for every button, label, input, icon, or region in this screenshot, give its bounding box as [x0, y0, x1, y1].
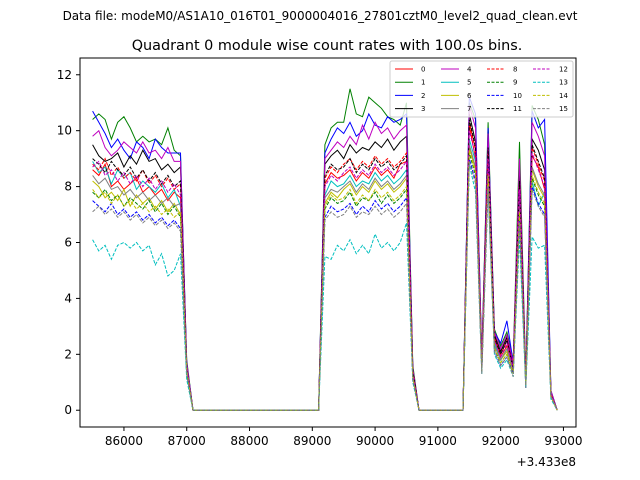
- legend-label-3: 3: [421, 105, 425, 113]
- chart-title: Quadrant 0 module wise count rates with …: [132, 38, 523, 54]
- legend-label-14: 14: [559, 92, 568, 100]
- y-tick-label: 8: [64, 180, 72, 194]
- y-tick-label: 4: [64, 291, 72, 305]
- legend-label-7: 7: [467, 105, 471, 113]
- legend-label-12: 12: [559, 66, 568, 74]
- series-line-14: [92, 150, 558, 411]
- x-tick-label: 92000: [482, 434, 520, 448]
- legend-label-6: 6: [467, 92, 472, 100]
- y-tick-label: 2: [64, 347, 72, 361]
- x-tick-label: 90000: [356, 434, 394, 448]
- y-tick-label: 6: [64, 236, 72, 250]
- legend-label-5: 5: [467, 79, 471, 87]
- legend-label-9: 9: [513, 79, 517, 87]
- x-tick-label: 93000: [544, 434, 582, 448]
- y-tick-label: 10: [57, 124, 72, 138]
- x-tick-label: 91000: [419, 434, 457, 448]
- legend-label-8: 8: [513, 66, 517, 74]
- y-tick-label: 12: [57, 68, 72, 82]
- legend-label-11: 11: [513, 105, 522, 113]
- x-tick-label: 86000: [105, 434, 143, 448]
- legend-label-0: 0: [421, 66, 425, 74]
- legend-box: [389, 60, 574, 118]
- legend-label-15: 15: [559, 105, 568, 113]
- legend-label-4: 4: [467, 66, 472, 74]
- figure-suptitle: Data file: modeM0/AS1A10_016T01_90000040…: [63, 9, 578, 23]
- legend-label-13: 13: [559, 79, 568, 87]
- series-line-15: [92, 161, 558, 411]
- x-tick-label: 87000: [168, 434, 206, 448]
- legend-label-1: 1: [421, 79, 425, 87]
- y-axis: 0 2 4 6 8 10 12: [57, 68, 80, 417]
- y-tick-label: 0: [64, 403, 72, 417]
- legend-label-10: 10: [513, 92, 522, 100]
- legend-label-2: 2: [421, 92, 425, 100]
- plot-series-group: [92, 88, 558, 411]
- x-axis: 86000 87000 88000 89000 90000 91000 92000 93000: [105, 427, 583, 448]
- series-line-8: [92, 122, 558, 411]
- x-axis-offset-label: +3.433e8: [517, 455, 576, 469]
- x-tick-label: 88000: [230, 434, 268, 448]
- x-tick-label: 89000: [293, 434, 331, 448]
